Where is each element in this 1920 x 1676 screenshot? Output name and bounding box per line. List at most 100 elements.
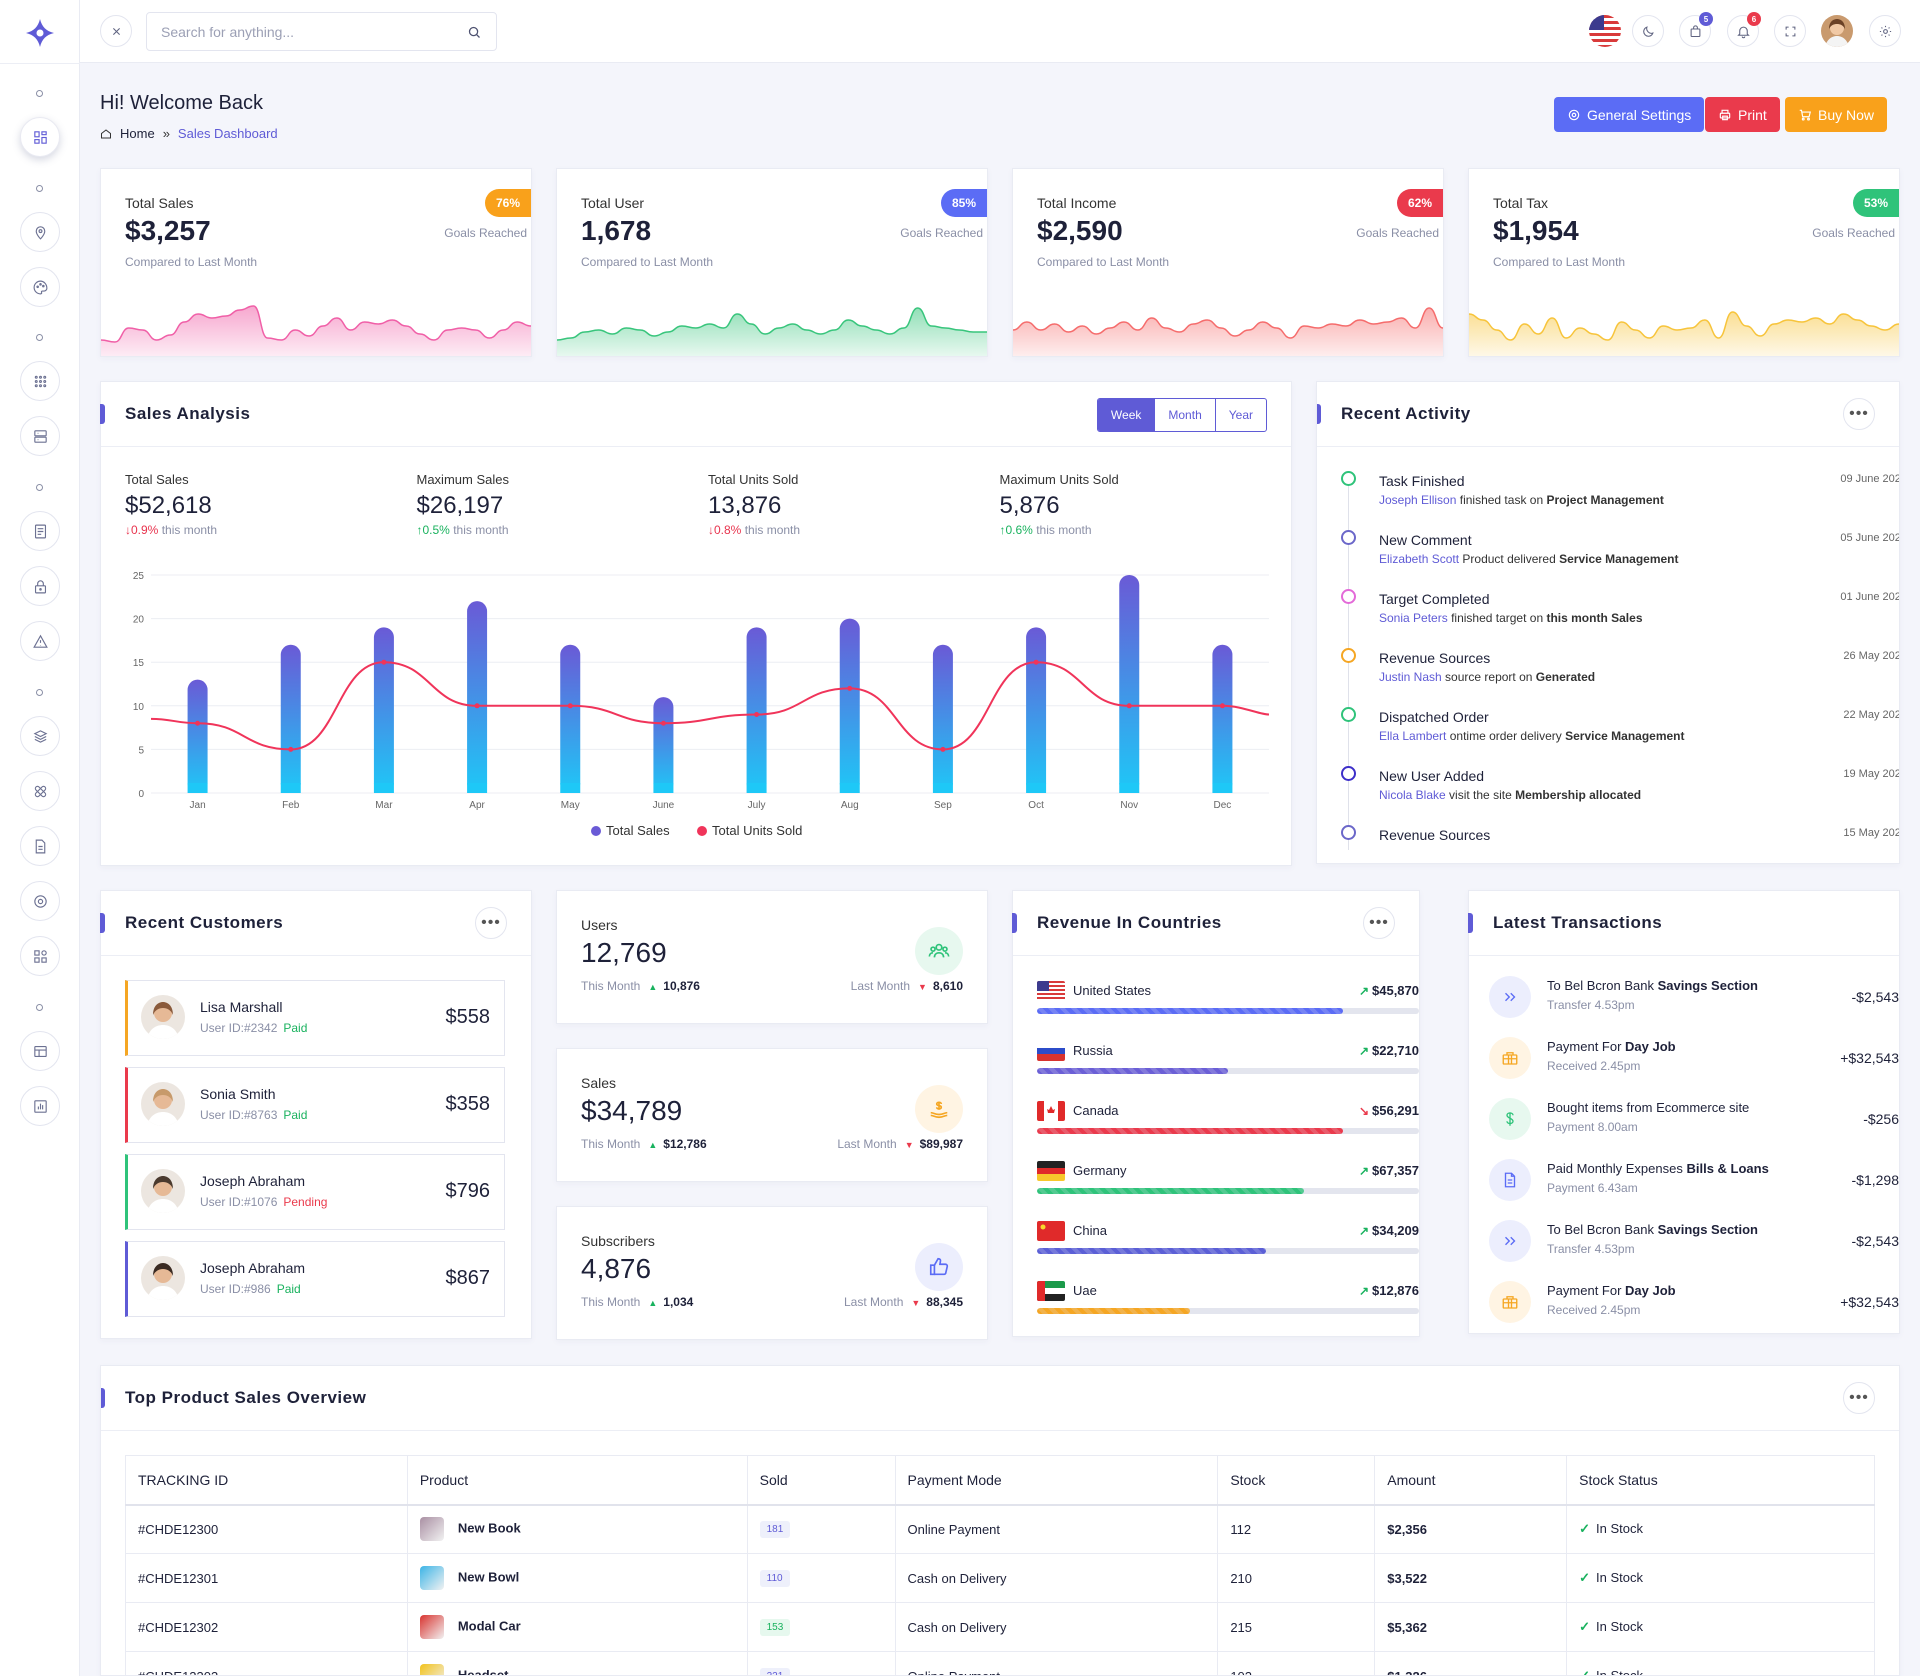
table-row[interactable]: #CHDE12303 Headset 221 Online Payment102$1,… <box>125 1651 1875 1675</box>
more-options-button[interactable]: ••• <box>1363 907 1395 939</box>
table-row[interactable]: #CHDE12301 New Bowl 110 Cash on Delivery 210… <box>125 1553 1875 1603</box>
dark-mode-toggle[interactable] <box>1632 15 1664 47</box>
sidebar-item-layers[interactable] <box>20 716 60 756</box>
bar-total-sales[interactable] <box>280 644 301 793</box>
line-point[interactable] <box>1219 703 1225 709</box>
line-point[interactable] <box>567 703 573 709</box>
sidebar-item-map[interactable] <box>20 212 60 252</box>
table-row[interactable]: #CHDE12300 New Book 181 Online Payment 112 $2… <box>125 1504 1875 1554</box>
more-options-button[interactable]: ••• <box>1843 398 1875 430</box>
transaction-item[interactable]: To Bel Bcron Bank Savings Section Transfe… <box>1489 973 1899 1023</box>
bar-total-sales[interactable] <box>1212 644 1233 793</box>
more-options-button[interactable]: ••• <box>475 907 507 939</box>
tracking-id[interactable]: #CHDE12303 <box>125 1651 408 1675</box>
activity-item[interactable]: Dispatched Order Ella Lambert ontime orde… <box>1341 707 1899 757</box>
notifications-button[interactable]: 6 <box>1727 12 1761 47</box>
bar-total-sales[interactable] <box>373 627 394 793</box>
period-month-button[interactable]: Month <box>1154 399 1214 431</box>
line-point[interactable] <box>381 659 387 665</box>
app-logo[interactable] <box>20 16 60 50</box>
line-point[interactable] <box>474 703 480 709</box>
bar-total-sales[interactable] <box>1119 575 1140 793</box>
sidebar-item-auth[interactable] <box>20 566 60 606</box>
sidebar-item-theme[interactable] <box>20 267 60 307</box>
bar-total-sales[interactable] <box>746 627 767 793</box>
customer-item[interactable]: Joseph Abraham User ID:#986 Paid $867 <box>125 1241 505 1317</box>
transaction-item[interactable]: Bought items from Ecommerce site Payment … <box>1489 1095 1899 1145</box>
customer-item[interactable]: Lisa Marshall User ID:#2342 Paid $558 <box>125 980 505 1056</box>
period-year-button[interactable]: Year <box>1214 399 1266 431</box>
breadcrumb-home[interactable]: Home <box>120 126 155 141</box>
line-point[interactable] <box>1126 703 1132 709</box>
line-point[interactable] <box>1033 659 1039 665</box>
line-point[interactable] <box>754 712 760 718</box>
table-header[interactable]: Amount <box>1374 1455 1568 1506</box>
sidebar-item-components[interactable] <box>20 771 60 811</box>
table-header[interactable]: Payment Mode <box>894 1455 1219 1506</box>
buy-now-button[interactable]: Buy Now <box>1785 97 1888 132</box>
sidebar-item-forms[interactable] <box>20 511 60 551</box>
table-row[interactable]: #CHDE12302 Modal Car 153 Cash on Delivery 21… <box>125 1602 1875 1652</box>
transaction-item[interactable]: Paid Monthly Expenses Bills & Loans Payme… <box>1489 1156 1899 1206</box>
close-sidebar-button[interactable] <box>100 15 132 47</box>
settings-button[interactable] <box>1869 15 1901 47</box>
transaction-item[interactable]: Payment For Day Job Received 2.45pm +$32,5… <box>1489 1034 1899 1084</box>
activity-item[interactable]: Revenue Sources Justin Nash source report… <box>1341 648 1899 698</box>
user-avatar[interactable] <box>1821 15 1853 47</box>
activity-item[interactable]: Revenue Sources 15 May 2020 <box>1341 825 1899 863</box>
table-header[interactable]: Sold <box>746 1455 896 1506</box>
sidebar-item-tables[interactable] <box>20 1031 60 1071</box>
activity-user[interactable]: Ella Lambert <box>1379 729 1447 743</box>
sidebar-item-errors[interactable] <box>20 621 60 661</box>
activity-item[interactable]: New Comment Elizabeth Scott Product deliv… <box>1341 530 1899 580</box>
line-point[interactable] <box>847 685 853 691</box>
activity-item[interactable]: New User Added Nicola Blake visit the sit… <box>1341 766 1899 816</box>
table-header[interactable]: TRACKING ID <box>125 1455 408 1506</box>
activity-user[interactable]: Joseph Ellison <box>1379 493 1457 507</box>
tracking-id[interactable]: #CHDE12301 <box>125 1553 408 1603</box>
sidebar-item-server[interactable] <box>20 416 60 456</box>
table-header[interactable]: Stock <box>1217 1455 1376 1506</box>
customer-item[interactable]: Joseph Abraham User ID:#1076 Pending $796 <box>125 1154 505 1230</box>
fullscreen-button[interactable] <box>1774 15 1806 47</box>
activity-item[interactable]: Target Completed Sonia Peters finished ta… <box>1341 589 1899 639</box>
activity-user[interactable]: Elizabeth Scott <box>1379 552 1460 566</box>
line-point[interactable] <box>660 720 666 726</box>
cart-button[interactable]: 5 <box>1679 12 1713 47</box>
customer-item[interactable]: Sonia Smith User ID:#8763 Paid $358 <box>125 1067 505 1143</box>
line-point[interactable] <box>288 746 294 752</box>
legend-total-units[interactable]: Total Units Sold <box>712 823 802 838</box>
bar-total-sales[interactable] <box>560 644 581 793</box>
activity-item[interactable]: Task Finished Joseph Ellison finished tas… <box>1341 471 1899 521</box>
sidebar-item-charts[interactable] <box>20 1086 60 1126</box>
print-button[interactable]: Print <box>1705 97 1780 132</box>
bar-total-sales[interactable] <box>1026 627 1047 793</box>
period-week-button[interactable]: Week <box>1097 399 1155 431</box>
bar-total-sales[interactable] <box>932 644 953 793</box>
sidebar-item-apps[interactable] <box>20 361 60 401</box>
table-header[interactable]: Stock Status <box>1566 1455 1875 1506</box>
bar-total-sales[interactable] <box>839 618 860 793</box>
activity-user[interactable]: Sonia Peters <box>1379 611 1448 625</box>
general-settings-button[interactable]: General Settings <box>1554 97 1705 132</box>
sidebar-item-elements[interactable] <box>20 936 60 976</box>
activity-user[interactable]: Nicola Blake <box>1379 788 1446 802</box>
bar-total-sales[interactable] <box>467 601 488 793</box>
transaction-item[interactable]: Payment For Day Job Received 2.45pm +$32,5… <box>1489 1278 1899 1328</box>
activity-user[interactable]: Justin Nash <box>1379 670 1442 684</box>
us-flag-icon[interactable] <box>1589 15 1621 47</box>
search-input[interactable]: Search for anything... <box>146 12 497 51</box>
bar-total-sales[interactable] <box>653 697 674 793</box>
tracking-id[interactable]: #CHDE12300 <box>125 1504 408 1554</box>
legend-total-sales[interactable]: Total Sales <box>606 823 670 838</box>
table-header[interactable]: Product <box>406 1455 748 1506</box>
sidebar-item-widgets[interactable] <box>20 881 60 921</box>
sidebar-item-dashboard[interactable] <box>20 117 60 157</box>
more-options-button[interactable]: ••• <box>1843 1382 1875 1414</box>
bar-total-sales[interactable] <box>187 679 208 793</box>
line-point[interactable] <box>195 720 201 726</box>
tracking-id[interactable]: #CHDE12302 <box>125 1602 408 1652</box>
sidebar-item-pages[interactable] <box>20 826 60 866</box>
line-point[interactable] <box>940 746 946 752</box>
transaction-item[interactable]: To Bel Bcron Bank Savings Section Transfe… <box>1489 1217 1899 1267</box>
